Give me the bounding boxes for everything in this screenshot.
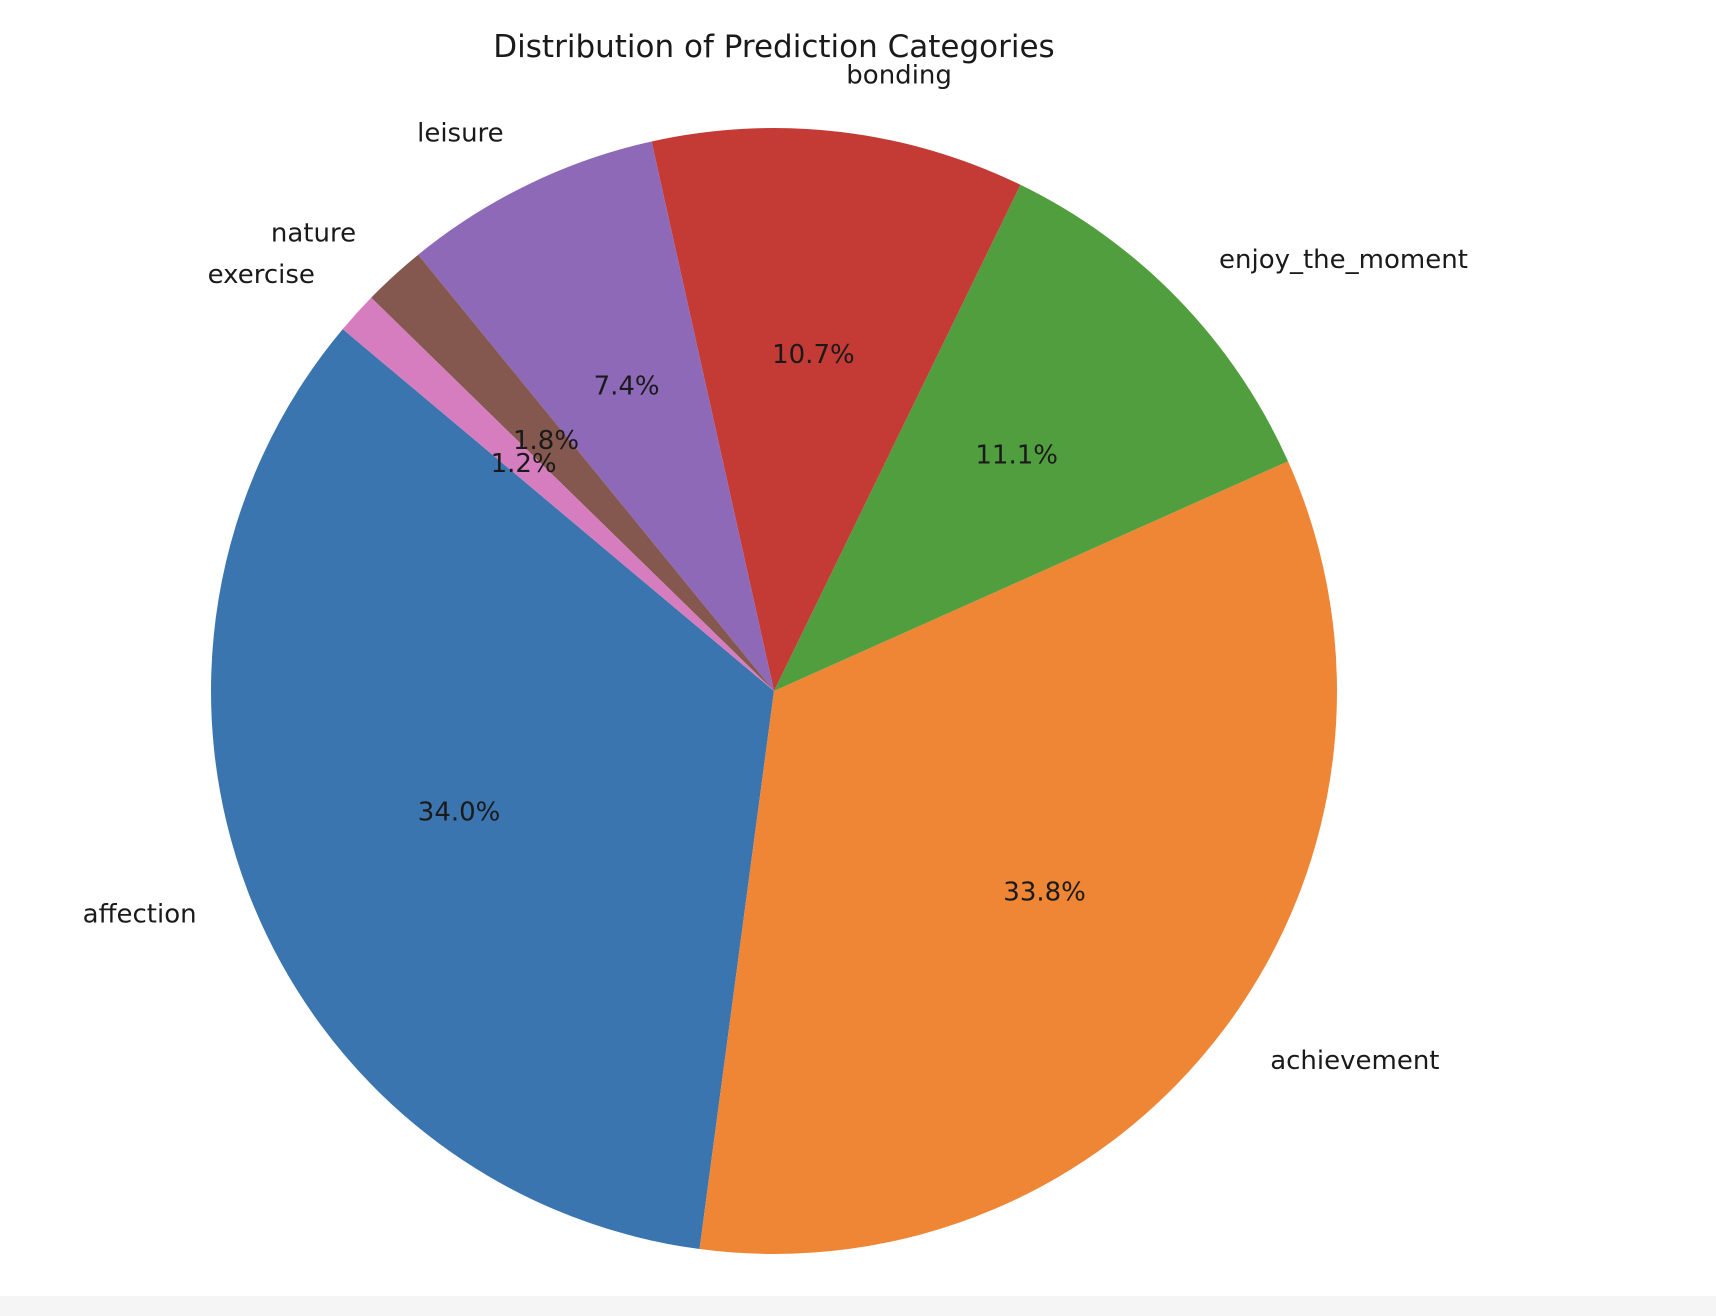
pie-slices [211, 127, 1338, 1254]
category-label-achievement: achievement [1270, 1046, 1439, 1076]
slice-enjoy-the-moment [774, 184, 1289, 691]
category-label-nature: nature [271, 219, 356, 249]
slice-exercise [342, 297, 774, 691]
category-labels: affection achievement enjoy_the_moment bond… [83, 60, 1468, 1076]
category-label-exercise: exercise [208, 260, 315, 290]
percent-label-leisure: 7.4% [594, 372, 660, 402]
category-label-leisure: leisure [417, 118, 504, 148]
slice-achievement [699, 461, 1338, 1254]
percent-label-exercise: 1.2% [491, 449, 557, 479]
slice-leisure [418, 141, 774, 692]
bottom-strip [0, 1296, 1716, 1316]
percent-label-achievement: 33.8% [1003, 878, 1086, 908]
percent-label-affection: 34.0% [418, 798, 501, 828]
percent-label-enjoy-the-moment: 11.1% [975, 441, 1058, 471]
category-label-enjoy-the-moment: enjoy_the_moment [1219, 245, 1468, 275]
slice-nature [371, 254, 774, 691]
percent-label-nature: 1.8% [513, 426, 579, 456]
percent-label-bonding: 10.7% [772, 340, 855, 370]
slice-affection [211, 329, 774, 1250]
category-label-affection: affection [83, 900, 197, 930]
chart-title: Distribution of Prediction Categories [493, 29, 1054, 65]
slice-bonding [651, 127, 1021, 691]
category-label-bonding: bonding [846, 60, 952, 90]
percent-labels: 34.0% 33.8% 11.1% 10.7% 7.4% 1.8%1.2% [418, 340, 1086, 908]
